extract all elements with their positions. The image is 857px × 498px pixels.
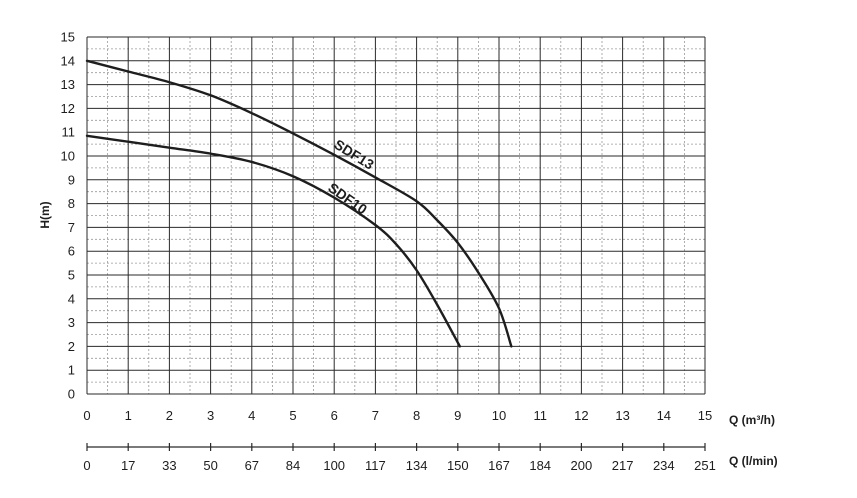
x-axis-title: Q (m³/h) bbox=[729, 413, 775, 427]
y-tick-label: 7 bbox=[68, 220, 75, 235]
major-grid bbox=[86, 36, 706, 395]
x2-tick-label: 50 bbox=[203, 458, 217, 473]
y-tick-label: 10 bbox=[61, 149, 75, 164]
curves bbox=[85, 59, 513, 348]
x2-tick-label: 167 bbox=[488, 458, 510, 473]
y-tick-label: 3 bbox=[68, 315, 75, 330]
x2-tick-label: 234 bbox=[653, 458, 675, 473]
x-tick-label: 13 bbox=[615, 408, 629, 423]
curve-sdf13 bbox=[85, 59, 513, 348]
x2-tick-label: 134 bbox=[406, 458, 428, 473]
y-axis-title: H(m) bbox=[38, 201, 52, 228]
x-tick-label: 12 bbox=[574, 408, 588, 423]
x-tick-label: 1 bbox=[125, 408, 132, 423]
x2-tick-label: 200 bbox=[571, 458, 593, 473]
x-tick-label: 6 bbox=[331, 408, 338, 423]
curve-sdf10 bbox=[85, 134, 462, 348]
x2-tick-label: 0 bbox=[83, 458, 90, 473]
x-axis-secondary-title: Q (l/min) bbox=[729, 454, 778, 468]
x2-tick-label: 33 bbox=[162, 458, 176, 473]
y-tick-label: 9 bbox=[68, 172, 75, 187]
y-tick-label: 5 bbox=[68, 268, 75, 283]
x-tick-label: 14 bbox=[657, 408, 671, 423]
x-tick-label: 5 bbox=[289, 408, 296, 423]
x-tick-label: 9 bbox=[454, 408, 461, 423]
y-tick-label: 0 bbox=[68, 387, 75, 402]
y-tick-label: 12 bbox=[61, 101, 75, 116]
x-tick-label: 0 bbox=[83, 408, 90, 423]
y-tick-label: 15 bbox=[61, 30, 75, 45]
x2-tick-label: 150 bbox=[447, 458, 469, 473]
x-tick-label: 3 bbox=[207, 408, 214, 423]
minor-grid bbox=[87, 37, 705, 394]
y-tick-label: 6 bbox=[68, 244, 75, 259]
x-tick-label: 4 bbox=[248, 408, 255, 423]
x2-tick-label: 117 bbox=[365, 458, 386, 473]
x-tick-label: 15 bbox=[698, 408, 712, 423]
x-tick-label: 8 bbox=[413, 408, 420, 423]
x2-tick-label: 84 bbox=[286, 458, 300, 473]
x-tick-label: 10 bbox=[492, 408, 506, 423]
x-tick-labels: 0 1 2 3 4 5 6 7 8 9 10 11 12 13 14 15 bbox=[83, 408, 712, 423]
x2-tick-label: 217 bbox=[612, 458, 634, 473]
x-tick-label: 7 bbox=[372, 408, 379, 423]
x2-tick-label: 184 bbox=[529, 458, 551, 473]
curve-label-sdf13: SDF13 bbox=[331, 136, 377, 173]
x-tick-label: 11 bbox=[533, 408, 547, 423]
x2-tick-label: 17 bbox=[121, 458, 135, 473]
x-tick-label: 2 bbox=[166, 408, 173, 423]
secondary-x-tick-labels: 0 17 33 50 67 84 100 117 134 150 167 184 200 217 234 25… bbox=[83, 458, 715, 473]
y-tick-label: 2 bbox=[68, 339, 75, 354]
x2-tick-label: 67 bbox=[245, 458, 259, 473]
y-tick-label: 4 bbox=[68, 291, 75, 306]
y-tick-label: 8 bbox=[68, 196, 75, 211]
x2-tick-label: 251 bbox=[694, 458, 716, 473]
secondary-x-axis bbox=[86, 443, 706, 451]
curve-label-sdf10: SDF10 bbox=[325, 179, 370, 217]
x2-tick-label: 100 bbox=[323, 458, 345, 473]
y-tick-label: 14 bbox=[61, 53, 75, 68]
y-tick-label: 1 bbox=[68, 363, 75, 378]
y-tick-label: 11 bbox=[62, 125, 76, 140]
y-tick-label: 13 bbox=[61, 77, 75, 92]
